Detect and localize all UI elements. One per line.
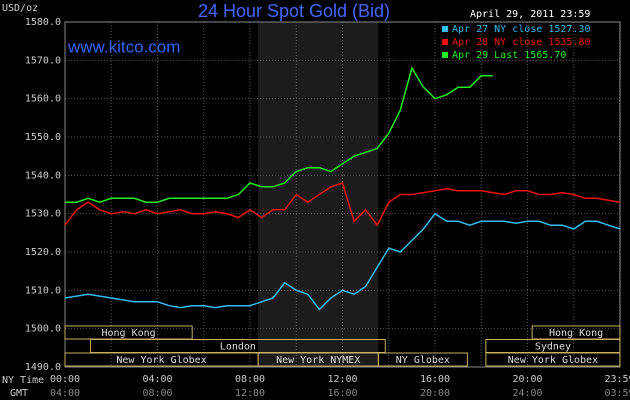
session-label: Sydney — [535, 342, 571, 353]
y-tick-label: 1530.0 — [25, 209, 61, 220]
x-gmt-label: 04:00 — [50, 388, 80, 399]
session-label: New York Globex — [508, 355, 598, 366]
plot-frame — [64, 21, 621, 368]
y-tick-label: 1560.0 — [25, 94, 61, 105]
x-tick-label: 00:00 — [50, 374, 80, 385]
session-box — [485, 352, 621, 367]
x-tick-label: 08:00 — [235, 374, 265, 385]
legend-label: Apr 28 NY close 1535.80 — [452, 37, 590, 48]
x-gmt-label: 16:00 — [327, 388, 357, 399]
x-gmt-label: 24:00 — [512, 388, 542, 399]
x-gmt-label: 03:59 — [604, 388, 630, 399]
series-line — [64, 182, 621, 227]
session-label: New York Globex — [116, 355, 206, 366]
watermark: www.kitco.com — [67, 37, 180, 56]
y-tick-label: 1520.0 — [25, 247, 61, 258]
legend-label: Apr 27 NY close 1527.30 — [452, 24, 590, 35]
session-label: Hong Kong — [549, 328, 603, 339]
x-row-label: GMT — [10, 388, 28, 399]
y-tick-label: 1500.0 — [25, 324, 61, 335]
x-tick-label: 16:00 — [420, 374, 450, 385]
x-tick-label: 12:00 — [327, 374, 357, 385]
x-tick-label: 20:00 — [512, 374, 542, 385]
legend-swatch — [442, 39, 448, 45]
session-label: Hong Kong — [102, 328, 156, 339]
y-tick-label: 1570.0 — [25, 55, 61, 66]
x-gmt-label: 08:00 — [142, 388, 172, 399]
x-gmt-label: 20:00 — [420, 388, 450, 399]
x-gmt-label: 12:00 — [235, 388, 265, 399]
unit-label: USD/oz — [2, 3, 38, 14]
y-tick-label: 1580.0 — [25, 17, 61, 28]
legend-label: Apr 29 Last 1565.70 — [452, 50, 566, 61]
x-tick-label: 23:59 — [604, 374, 630, 385]
legend-swatch — [442, 26, 448, 32]
series-line — [65, 66, 493, 203]
y-tick-label: 1510.0 — [25, 285, 61, 296]
session-label: London — [220, 342, 256, 353]
session-label: NY Globex — [396, 355, 450, 366]
x-tick-label: 04:00 — [142, 374, 172, 385]
x-row-label: NY Time — [2, 375, 44, 386]
legend-swatch — [442, 52, 448, 58]
y-tick-label: 1540.0 — [25, 170, 61, 181]
chart-title: 24 Hour Spot Gold (Bid) — [198, 1, 390, 21]
session-label: New York NYMEX — [276, 355, 360, 366]
session-box — [377, 352, 468, 367]
y-tick-label: 1550.0 — [25, 132, 61, 143]
y-tick-label: 1490.0 — [25, 362, 61, 373]
series-line — [64, 212, 621, 311]
date-label: April 29, 2011 23:59 — [470, 9, 590, 20]
